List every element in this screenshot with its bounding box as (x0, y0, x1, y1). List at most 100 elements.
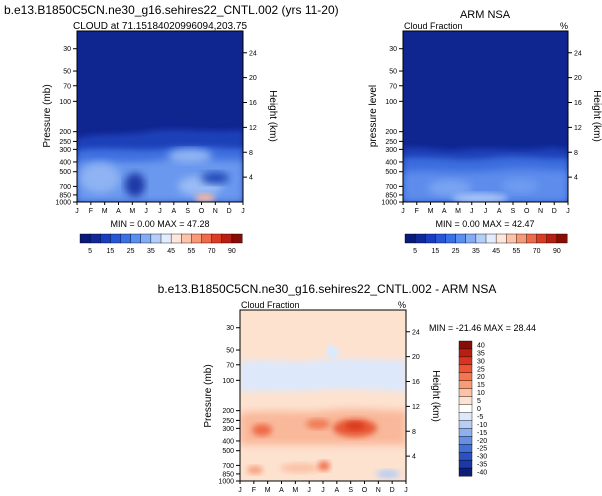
x-tick-label: N (538, 208, 543, 215)
panel-obs-field (403, 31, 568, 202)
x-tick-label: F (89, 208, 93, 215)
x-tick-label: J (307, 487, 311, 494)
x-tick-label: O (362, 487, 368, 494)
y-tick-label: 70 (389, 83, 397, 90)
panel-obs-title: ARM NSA (460, 9, 511, 21)
colorbar-label: 30 (477, 358, 485, 365)
x-tick-label: O (199, 208, 205, 215)
panel-obs-y2label: Height (km) (591, 90, 602, 142)
y-tick-label: 300 (222, 426, 234, 433)
y-tick-label: 300 (59, 147, 71, 154)
panel-model-title: CLOUD at 71.15184020996094,203.75 (73, 21, 247, 32)
colorbar-label: 25 (477, 366, 485, 373)
colorbar-swatch (458, 396, 473, 406)
colorbar-swatch (475, 233, 487, 244)
colorbar-swatch (458, 356, 473, 366)
y-tick-label: 200 (385, 129, 397, 136)
x-tick-label: J (75, 208, 79, 215)
colorbar-swatch (445, 233, 457, 244)
y2-tick-label: 16 (574, 100, 582, 107)
colorbar-label: -10 (477, 422, 487, 429)
colorbar-swatch (89, 233, 101, 244)
x-tick-label: J (566, 208, 570, 215)
colorbar-swatch (414, 233, 426, 244)
colorbar-swatch (191, 233, 203, 244)
colorbar-swatch (458, 348, 473, 358)
panel-diff-stats: MIN = -21.46 MAX = 28.44 (429, 323, 536, 333)
colorbar-swatch (150, 233, 162, 244)
y-tick-label: 250 (59, 139, 71, 146)
colorbar-swatch (458, 412, 473, 421)
colorbar-label: 25 (127, 248, 135, 255)
y2-tick-label: 24 (412, 329, 420, 336)
x-tick-label: D (390, 487, 395, 494)
x-tick-label: D (552, 208, 557, 215)
colorbar-swatch (231, 233, 243, 244)
colorbar-swatch (458, 467, 473, 477)
y-tick-label: 700 (385, 184, 397, 191)
y2-tick-label: 20 (574, 75, 582, 82)
x-tick-label: J (470, 208, 474, 215)
colorbar-label: 40 (477, 342, 485, 349)
colorbar-label: 35 (472, 248, 480, 255)
x-tick-label: N (376, 487, 381, 494)
x-tick-label: J (484, 208, 488, 215)
colorbar-label: -25 (477, 446, 487, 453)
x-tick-label: D (227, 208, 232, 215)
x-tick-label: S (185, 208, 190, 215)
figure-title-top: b.e13.B1850C5CN.ne30_g16.sehires22_CNTL.… (4, 3, 339, 17)
colorbar-swatch (495, 233, 507, 244)
colorbar-swatch (181, 233, 192, 244)
colorbar-label: 35 (477, 350, 485, 357)
colorbar-label: 45 (167, 248, 175, 255)
colorbar-swatch (465, 233, 477, 244)
panel-diff-y2label: Height (km) (430, 370, 441, 422)
colorbar-label: -30 (477, 454, 487, 461)
y-tick-label: 200 (59, 129, 71, 136)
y-tick-label: 50 (389, 69, 397, 76)
x-tick-label: A (334, 487, 339, 494)
panel-obs-left-label: Cloud Fraction (404, 21, 463, 31)
panel-model-stats: MIN = 0.00 MAX = 47.28 (110, 219, 209, 229)
colorbar-swatch (201, 233, 213, 244)
colorbar-swatch (100, 233, 111, 244)
y2-tick-label: 4 (574, 175, 578, 182)
y2-tick-label: 4 (249, 175, 253, 182)
x-tick-label: F (252, 487, 256, 494)
colorbar-swatch (506, 233, 517, 244)
colorbar-label: 25 (452, 248, 460, 255)
y2-tick-label: 24 (574, 50, 582, 57)
colorbar-label: 70 (208, 248, 216, 255)
y-tick-label: 1000 (55, 200, 71, 207)
colorbar-label: 70 (533, 248, 541, 255)
x-tick-label: O (524, 208, 530, 215)
y-tick-label: 850 (59, 192, 71, 199)
y2-tick-label: 12 (412, 404, 420, 411)
colorbar-swatch (485, 233, 497, 244)
colorbar-label: 55 (512, 248, 520, 255)
colorbar-swatch (458, 459, 473, 469)
y-tick-label: 250 (385, 139, 397, 146)
x-tick-label: J (241, 208, 245, 215)
y-tick-label: 70 (226, 362, 234, 369)
y-tick-label: 850 (385, 192, 397, 199)
y-tick-label: 100 (59, 99, 71, 106)
x-tick-label: J (158, 208, 162, 215)
panel-obs-ylabel: pressure level (368, 85, 379, 147)
y2-tick-label: 20 (249, 75, 257, 82)
y-tick-label: 100 (385, 99, 397, 106)
colorbar-label: 45 (492, 248, 500, 255)
colorbar-label: 15 (431, 248, 439, 255)
x-tick-label: J (144, 208, 148, 215)
colorbar-swatch (425, 233, 436, 244)
y-tick-label: 300 (385, 147, 397, 154)
panel-obs-right-label: % (560, 21, 568, 31)
panel-model-cloud: CLOUD at 71.15184020996094,203.75 30 50 70… (42, 21, 278, 255)
x-tick-label: M (102, 208, 108, 215)
x-tick-label: A (171, 208, 176, 215)
